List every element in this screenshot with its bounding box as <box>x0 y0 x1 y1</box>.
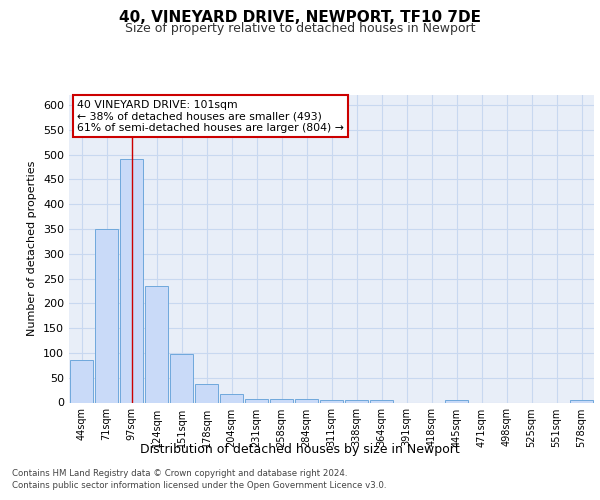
Y-axis label: Number of detached properties: Number of detached properties <box>28 161 37 336</box>
Text: 40 VINEYARD DRIVE: 101sqm
← 38% of detached houses are smaller (493)
61% of semi: 40 VINEYARD DRIVE: 101sqm ← 38% of detac… <box>77 100 344 133</box>
Bar <box>220 394 243 402</box>
Bar <box>320 400 343 402</box>
Bar <box>195 384 218 402</box>
Bar <box>120 160 143 402</box>
Bar <box>95 229 118 402</box>
Bar <box>370 400 393 402</box>
Text: 40, VINEYARD DRIVE, NEWPORT, TF10 7DE: 40, VINEYARD DRIVE, NEWPORT, TF10 7DE <box>119 10 481 25</box>
Text: Contains HM Land Registry data © Crown copyright and database right 2024.: Contains HM Land Registry data © Crown c… <box>12 469 347 478</box>
Bar <box>345 400 368 402</box>
Bar <box>170 354 193 403</box>
Bar <box>570 400 593 402</box>
Bar <box>145 286 168 403</box>
Bar <box>245 398 268 402</box>
Bar <box>70 360 93 403</box>
Bar <box>445 400 468 402</box>
Bar <box>270 398 293 402</box>
Text: Size of property relative to detached houses in Newport: Size of property relative to detached ho… <box>125 22 475 35</box>
Text: Contains public sector information licensed under the Open Government Licence v3: Contains public sector information licen… <box>12 481 386 490</box>
Text: Distribution of detached houses by size in Newport: Distribution of detached houses by size … <box>140 442 460 456</box>
Bar <box>295 398 318 402</box>
